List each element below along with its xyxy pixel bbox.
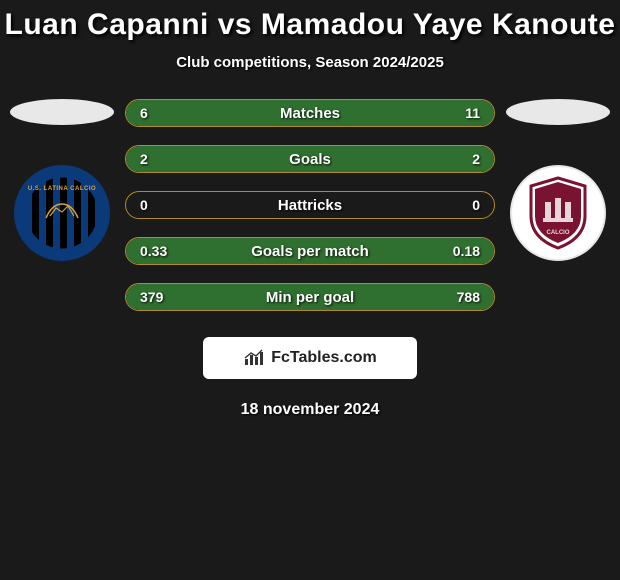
stat-label: Matches bbox=[280, 105, 340, 122]
stat-value-right: 0 bbox=[472, 197, 480, 213]
comparison-row: U.S. LATINA CALCIO 6 Matches 11 2 Goals 2 0 Hat… bbox=[0, 99, 620, 311]
stat-value-left: 0 bbox=[140, 197, 148, 213]
club-badge-right-shield-icon: CALCIO bbox=[525, 176, 591, 250]
stat-fill-left bbox=[126, 146, 310, 172]
date-label: 18 november 2024 bbox=[0, 401, 620, 419]
stat-value-right: 0.18 bbox=[453, 243, 480, 259]
stat-value-right: 2 bbox=[472, 151, 480, 167]
stat-value-left: 0.33 bbox=[140, 243, 167, 259]
player-right-column: CALCIO bbox=[505, 99, 611, 261]
stats-list: 6 Matches 11 2 Goals 2 0 Hattricks 0 0.33 Goals pe… bbox=[125, 99, 495, 311]
stat-label: Goals bbox=[289, 151, 331, 168]
chart-icon bbox=[243, 349, 265, 367]
subtitle: Club competitions, Season 2024/2025 bbox=[0, 54, 620, 71]
player-left-column: U.S. LATINA CALCIO bbox=[9, 99, 115, 261]
club-badge-left-label: U.S. LATINA CALCIO bbox=[17, 186, 107, 192]
club-badge-left: U.S. LATINA CALCIO bbox=[14, 165, 110, 261]
svg-text:CALCIO: CALCIO bbox=[547, 230, 570, 236]
stat-value-left: 2 bbox=[140, 151, 148, 167]
stat-value-left: 379 bbox=[140, 289, 163, 305]
stat-label: Hattricks bbox=[278, 197, 342, 214]
stat-label: Goals per match bbox=[251, 243, 369, 260]
stat-bar: 0.33 Goals per match 0.18 bbox=[125, 237, 495, 265]
source-badge-label: FcTables.com bbox=[271, 349, 377, 367]
stat-value-right: 11 bbox=[465, 105, 480, 121]
stat-bar: 2 Goals 2 bbox=[125, 145, 495, 173]
club-badge-right: CALCIO bbox=[510, 165, 606, 261]
club-badge-left-crest-icon bbox=[42, 196, 82, 222]
player-right-avatar bbox=[506, 99, 610, 125]
stat-value-left: 6 bbox=[140, 105, 148, 121]
stat-bar: 379 Min per goal 788 bbox=[125, 283, 495, 311]
stat-fill-right bbox=[310, 146, 494, 172]
stat-bar: 0 Hattricks 0 bbox=[125, 191, 495, 219]
stat-label: Min per goal bbox=[266, 289, 354, 306]
source-badge: FcTables.com bbox=[203, 337, 417, 379]
stat-bar: 6 Matches 11 bbox=[125, 99, 495, 127]
page-title: Luan Capanni vs Mamadou Yaye Kanoute bbox=[0, 8, 620, 42]
player-left-avatar bbox=[10, 99, 114, 125]
stat-value-right: 788 bbox=[457, 289, 480, 305]
